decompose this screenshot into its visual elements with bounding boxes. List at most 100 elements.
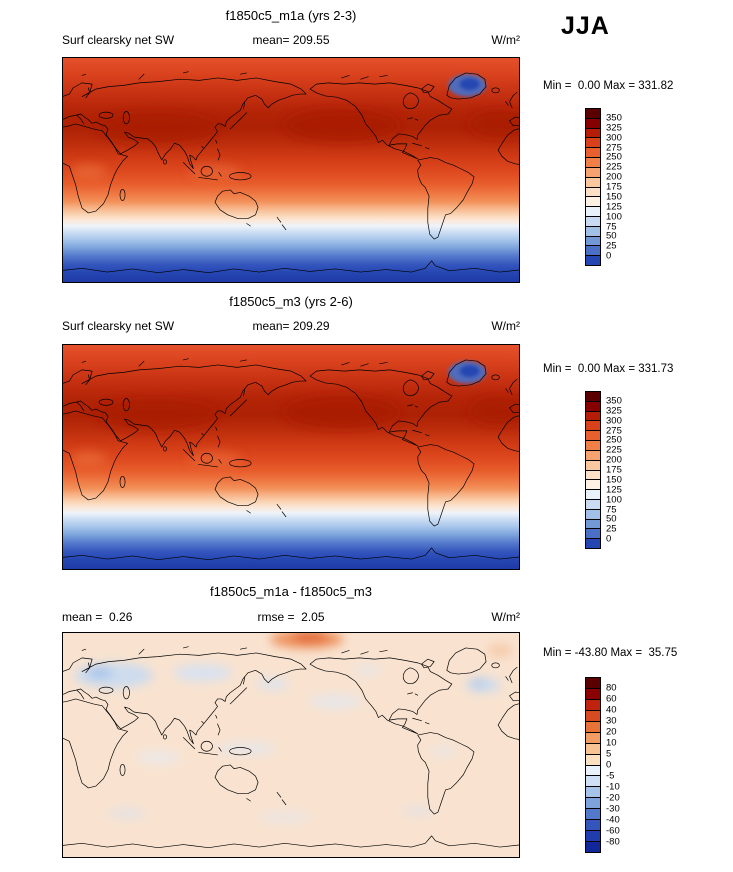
colorbar-segment xyxy=(586,410,600,421)
colorbar-tick-label: 50 xyxy=(606,513,617,525)
colorbar-segment xyxy=(586,186,600,197)
colorbar-segment xyxy=(586,215,600,226)
panel1-title: f1850c5_m1a (yrs 2-3) xyxy=(225,8,357,23)
colorbar-segment xyxy=(586,127,600,138)
colorbar-segment xyxy=(586,400,600,411)
colorbar-tick-label: 150 xyxy=(606,191,622,203)
colorbar-segment xyxy=(586,479,600,490)
colorbar-tick-label: 225 xyxy=(606,444,622,456)
panel3-units-label: W/m² xyxy=(491,610,520,624)
colorbar-segment xyxy=(586,731,600,743)
colorbar-tick-label: 275 xyxy=(606,424,622,436)
colorbar-segment xyxy=(586,157,600,167)
colorbar-tick-label: 150 xyxy=(606,474,622,486)
colorbar-tick-label: 20 xyxy=(606,726,617,738)
colorbar-tick-label: 40 xyxy=(606,704,617,716)
colorbar-segment xyxy=(586,459,600,470)
panel2-subrow: Surf clearsky net SW mean= 209.29 W/m² xyxy=(62,319,520,333)
colorbar-segment xyxy=(586,830,600,842)
panel3-subrow: mean = 0.26 rmse = 2.05 W/m² xyxy=(62,610,520,624)
colorbar-segment xyxy=(586,196,600,207)
panel2-map xyxy=(62,344,520,570)
panel3-map xyxy=(62,632,520,858)
colorbar-segment xyxy=(586,528,600,539)
panel2-title: f1850c5_m3 (yrs 2-6) xyxy=(229,294,353,309)
colorbar-segment xyxy=(586,797,600,809)
colorbar-segment xyxy=(586,176,600,187)
colorbar-tick-label: 350 xyxy=(606,112,622,124)
colorbar-tick-label: 225 xyxy=(606,161,622,173)
colorbar-segment xyxy=(586,808,600,820)
colorbar-tick-label: 200 xyxy=(606,171,622,183)
colorbar-tick-label: 175 xyxy=(606,464,622,476)
colorbar-tick-label: -60 xyxy=(606,825,620,837)
colorbar-tick-label: 75 xyxy=(606,503,617,515)
colorbar-tick-label: 10 xyxy=(606,737,617,749)
colorbar-segment xyxy=(586,775,600,787)
colorbar-tick-label: -10 xyxy=(606,781,620,793)
colorbar-segment xyxy=(586,786,600,798)
colorbar-tick-label: -30 xyxy=(606,803,620,815)
colorbar-tick-label: -20 xyxy=(606,792,620,804)
panel2-variable-label: Surf clearsky net SW xyxy=(62,319,175,333)
colorbar-segment xyxy=(586,420,600,431)
colorbar-segment xyxy=(586,538,600,548)
colorbar-tick-label: 325 xyxy=(606,405,622,416)
panel1-units-label: W/m² xyxy=(491,33,520,47)
panel1-colorbar: 350 325 300 275 250 225 200 175 150 125 100 75 50 25 0 xyxy=(585,108,622,266)
season-label: JJA xyxy=(561,12,610,40)
colorbar-tick-label: 325 xyxy=(606,122,622,133)
colorbar-segment xyxy=(586,841,600,852)
panel3-title: f1850c5_m1a - f1850c5_m3 xyxy=(210,584,372,599)
panel3-rmse-label: rmse = 2.05 xyxy=(257,610,325,624)
colorbar-tick-label: 0 xyxy=(606,533,612,545)
colorbar-tick-label: 80 xyxy=(606,682,617,694)
colorbar-tick-label: 60 xyxy=(606,693,617,705)
colorbar-segment xyxy=(586,508,600,519)
panel1-variable-label: Surf clearsky net SW xyxy=(62,33,175,47)
colorbar-tick-label: 300 xyxy=(606,414,622,426)
colorbar-tick-label: 25 xyxy=(606,240,617,252)
colorbar-tick-label: 175 xyxy=(606,181,622,193)
colorbar-segment xyxy=(586,206,600,216)
colorbar-tick-label: 125 xyxy=(606,201,622,212)
panel2-units-label: W/m² xyxy=(491,319,520,333)
colorbar-segment xyxy=(586,225,600,236)
panel1-map xyxy=(62,57,520,283)
colorbar-segment xyxy=(586,678,600,688)
colorbar-tick-label: 200 xyxy=(606,454,622,466)
colorbar-tick-label: 50 xyxy=(606,230,617,242)
panel2-minmax: Min = 0.00 Max = 331.73 xyxy=(543,363,674,375)
colorbar-segment xyxy=(586,687,600,699)
panel1-subrow: Surf clearsky net SW mean= 209.55 W/m² xyxy=(62,33,520,47)
colorbar-tick-label: -80 xyxy=(606,836,620,848)
colorbar-segment xyxy=(586,469,600,480)
colorbar-segment xyxy=(586,117,600,128)
colorbar-tick-label: 5 xyxy=(606,748,612,760)
colorbar-segment xyxy=(586,109,600,118)
colorbar-tick-label: 0 xyxy=(606,759,612,771)
colorbar-segment xyxy=(586,137,600,148)
panel1-map-svg xyxy=(63,58,519,282)
colorbar-segment xyxy=(586,440,600,450)
colorbar-segment xyxy=(586,255,600,265)
colorbar-segment xyxy=(586,489,600,499)
colorbar-segment xyxy=(586,742,600,754)
colorbar-tick-label: 25 xyxy=(606,523,617,535)
colorbar-bar xyxy=(585,108,601,266)
panel1-mean-label: mean= 209.55 xyxy=(252,33,330,47)
panel3-mean-label: mean = 0.26 xyxy=(62,610,133,624)
panel2-map-svg xyxy=(63,345,519,569)
colorbar-segment xyxy=(586,235,600,246)
colorbar-tick-label: 350 xyxy=(606,395,622,407)
colorbar-segment xyxy=(586,698,600,710)
colorbar-bar xyxy=(585,677,601,853)
colorbar-tick-label: 275 xyxy=(606,141,622,153)
colorbar-tick-label: 100 xyxy=(606,210,622,222)
colorbar-tick-label: 100 xyxy=(606,493,622,505)
colorbar-segment xyxy=(586,392,600,401)
colorbar-segment xyxy=(586,764,600,776)
panel3-colorbar: 80 60 40 30 20 10 5 0 -5 -10 -20 -30 -40 -60 -80 xyxy=(585,677,620,853)
colorbar-tick-label: 300 xyxy=(606,131,622,143)
